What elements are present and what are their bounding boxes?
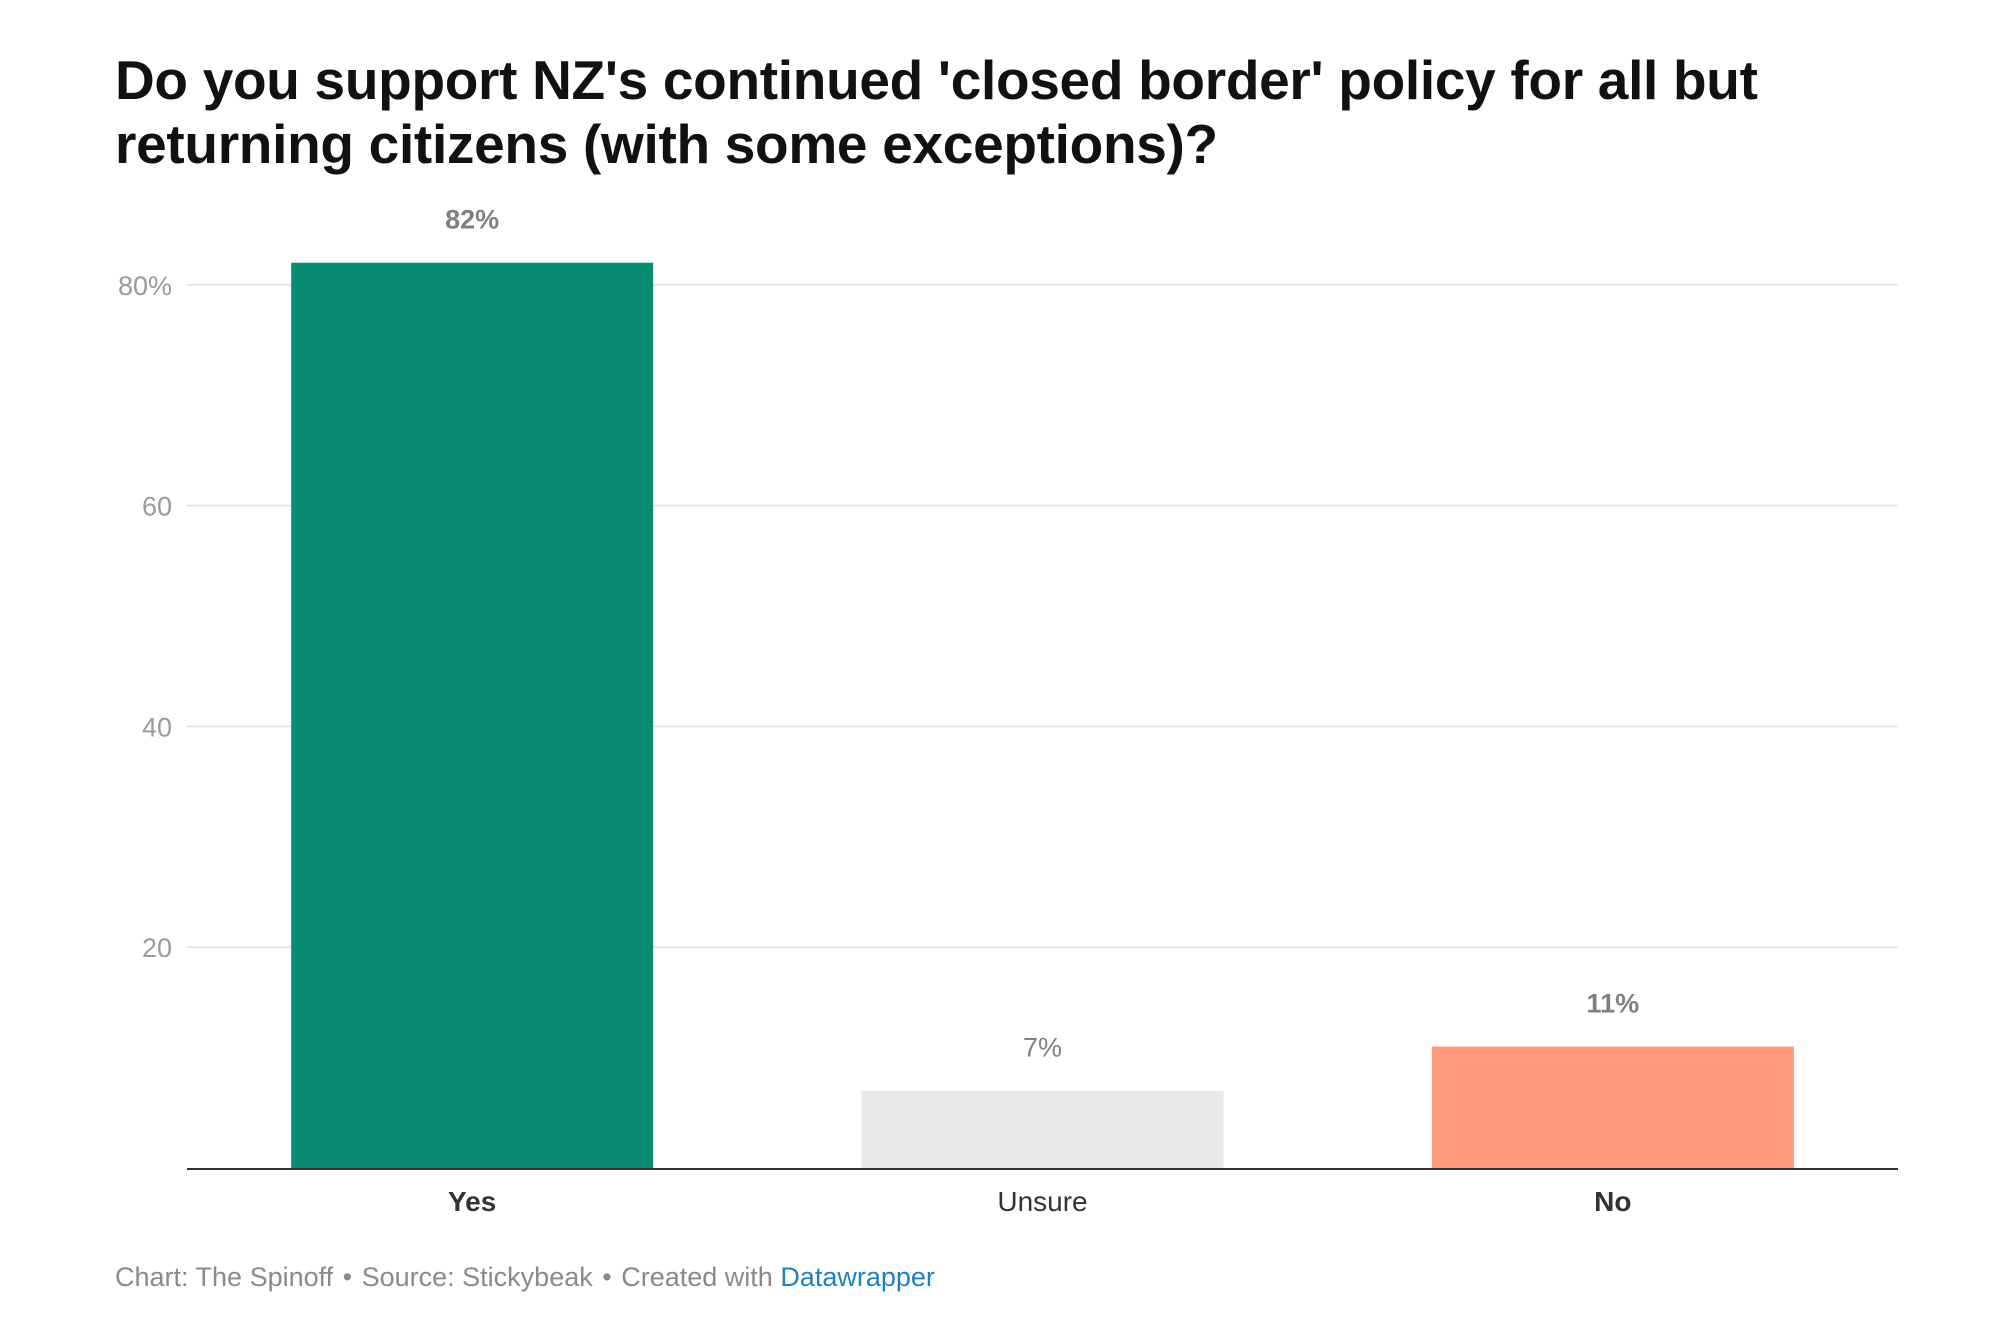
y-tick-label: 60 [142,492,172,522]
y-tick-label: 40 [142,712,172,742]
footer-separator: • [342,1262,353,1292]
bar-chart: 20 40 60 80% 82% 7% 11% Yes Unsure No [118,205,1898,1217]
source-credit: Source: Stickybeak [361,1262,593,1292]
bar-yes [291,262,654,1169]
category-label-unsure: Unsure [997,1186,1087,1217]
category-label-no: No [1594,1186,1631,1217]
chart-credit: Chart: The Spinoff [115,1262,334,1292]
value-label-no: 11% [1587,989,1640,1019]
value-label-unsure: 7% [1023,1033,1062,1063]
category-label-yes: Yes [448,1186,496,1217]
datawrapper-link[interactable]: Datawrapper [780,1262,935,1292]
bar-unsure [861,1090,1224,1168]
created-with-text: Created with [621,1262,773,1292]
value-label-yes: 82% [445,205,499,235]
bar-no [1431,1046,1794,1168]
chart-footer: Chart: The Spinoff • Source: Stickybeak … [115,1262,935,1293]
bars [291,262,1794,1169]
x-axis-category-labels: Yes Unsure No [448,1186,1631,1217]
y-tick-label: 80% [118,271,172,301]
y-axis-tick-labels: 20 40 60 80% [118,271,172,963]
value-labels: 82% 7% 11% [445,205,1639,1063]
footer-separator: • [602,1262,612,1292]
y-tick-label: 20 [142,933,172,963]
chart-title: Do you support NZ's continued 'closed bo… [115,49,1758,175]
